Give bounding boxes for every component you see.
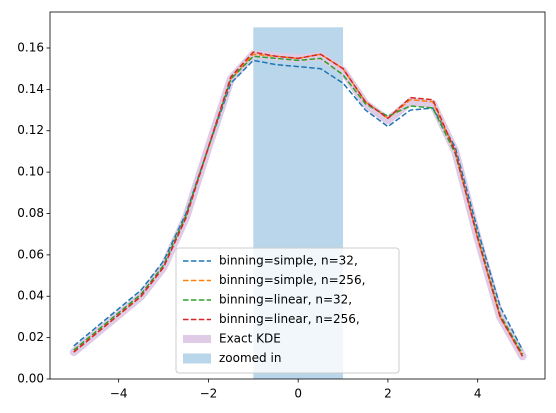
y-tick-label: 0.10 [17, 165, 44, 179]
y-tick-label: 0.08 [17, 206, 44, 220]
y-tick-label: 0.04 [17, 289, 44, 303]
legend-label: Exact KDE [219, 332, 281, 346]
x-tick-label: −4 [110, 387, 128, 401]
line [73, 55, 524, 355]
y-tick-label: 0.16 [17, 40, 44, 54]
legend-label: zoomed in [219, 351, 281, 365]
legend-label: binning=simple, n=256, [219, 273, 365, 287]
y-tick-label: 0.02 [17, 330, 44, 344]
y-tick-label: 0.14 [17, 82, 44, 96]
x-tick-label: 2 [384, 387, 392, 401]
y-tick-label: 0.12 [17, 123, 44, 137]
line [73, 51, 524, 357]
axes-frame [49, 11, 546, 380]
legend-label: binning=simple, n=32, [219, 254, 358, 268]
legend-label: binning=linear, n=32, [219, 293, 352, 307]
y-tick-label: 0.06 [17, 247, 44, 261]
y-tick-label: 0.00 [17, 372, 44, 386]
x-tick-label: −2 [200, 387, 218, 401]
x-tick-label: 4 [474, 387, 482, 401]
legend-label: binning=linear, n=256, [219, 312, 360, 326]
legend-handle [183, 353, 211, 364]
legend-box [175, 247, 400, 374]
legend: binning=simple, n=32, binning=simple, n=2… [175, 247, 400, 374]
x-tick-label: 0 [294, 387, 302, 401]
